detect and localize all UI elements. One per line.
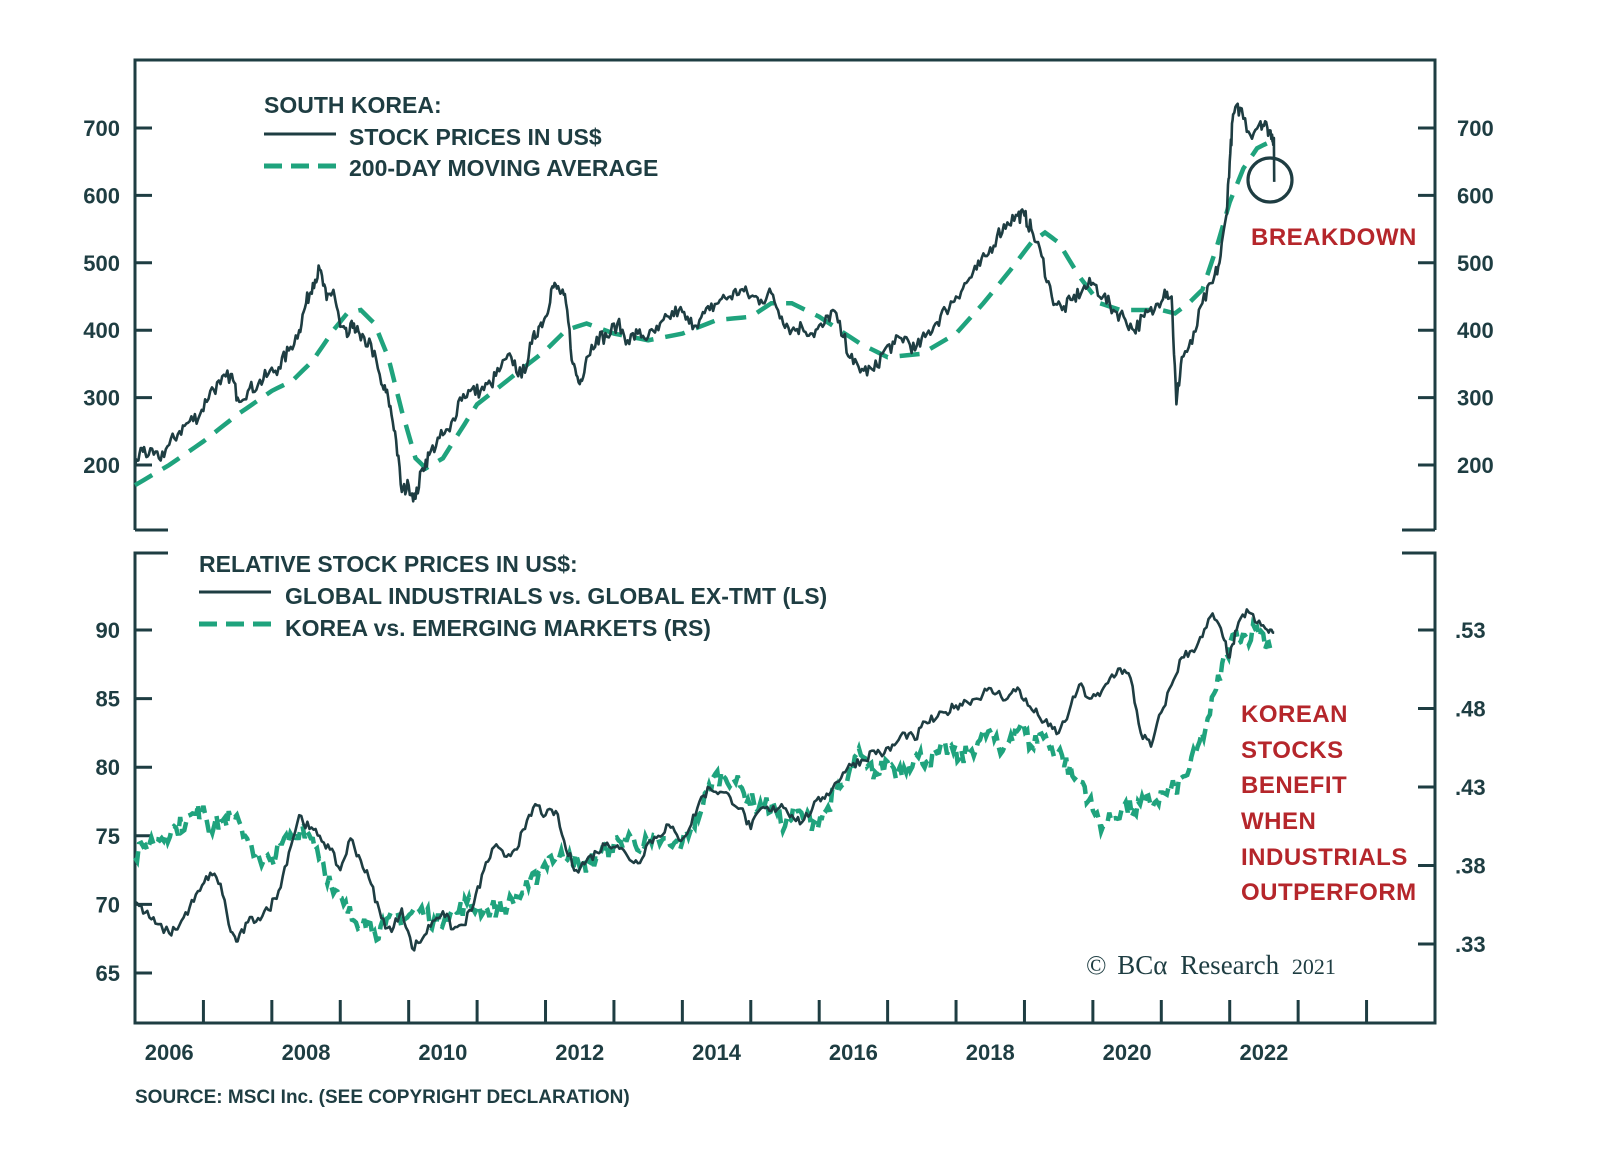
copyright-year: 2021: [1292, 954, 1336, 979]
right-y-tick-label: .53: [1455, 618, 1486, 643]
left-y-tick-label: 65: [96, 961, 120, 986]
right-y-tick-label: 500: [1457, 251, 1494, 276]
bottom-panel-frame: [133, 551, 1437, 1025]
bottom-left-y-axis: 65 70 75 80 85 90: [96, 618, 152, 986]
y-tick-label: 300: [83, 386, 120, 411]
source-note: SOURCE: MSCI Inc. (SEE COPYRIGHT DECLARA…: [135, 1087, 630, 1108]
x-tick-label: 2008: [282, 1040, 331, 1065]
top-right-y-axis: 200 300 400 500 600 700: [1418, 116, 1494, 478]
breakdown-circle-marker: [1246, 156, 1294, 204]
series-industrials-line: [134, 608, 1275, 952]
bottom-legend-title: RELATIVE STOCK PRICES IN US$:: [199, 551, 578, 577]
annotation-line: WHEN: [1241, 808, 1316, 835]
x-tick-label: 2022: [1239, 1040, 1288, 1065]
x-tick-label: 2016: [829, 1040, 878, 1065]
right-y-tick-label: .38: [1455, 854, 1486, 879]
y-tick-label: 600: [83, 183, 120, 208]
right-y-tick-label: 300: [1457, 386, 1494, 411]
right-y-tick-label: .48: [1455, 697, 1486, 722]
korean-stocks-annotation: KOREAN STOCKS BENEFIT WHEN INDUSTRIALS O…: [1241, 701, 1417, 906]
top-left-y-axis: 200 300 400 500 600 700: [83, 116, 152, 478]
bottom-series-group: [133, 608, 1277, 952]
left-y-tick-label: 75: [96, 824, 120, 849]
y-tick-label: 200: [83, 453, 120, 478]
series-stock-prices-line: [133, 102, 1276, 503]
y-tick-label: 700: [83, 116, 120, 141]
top-legend-item-stock-prices: STOCK PRICES IN US$: [349, 124, 602, 150]
left-y-tick-label: 85: [96, 687, 120, 712]
right-y-tick-label: 200: [1457, 453, 1494, 478]
y-tick-label: 400: [83, 318, 120, 343]
bottom-legend-item-korea-em: KOREA vs. EMERGING MARKETS (RS): [285, 615, 711, 641]
right-y-tick-label: 400: [1457, 318, 1494, 343]
x-tick-label: 2010: [418, 1040, 467, 1065]
annotation-line: KOREAN: [1241, 701, 1348, 728]
top-legend-item-moving-average: 200-DAY MOVING AVERAGE: [349, 155, 658, 181]
x-tick-label: 2020: [1103, 1040, 1152, 1065]
x-axis: 2006 2008 2010 2012 2014 2016 2018 2020 2022: [145, 1000, 1369, 1065]
breakdown-annotation: BREAKDOWN: [1251, 224, 1417, 251]
left-y-tick-label: 70: [96, 892, 120, 917]
right-y-tick-label: 600: [1457, 183, 1494, 208]
series-korea-vs-em-line: [133, 616, 1277, 944]
copyright-word: Research: [1180, 950, 1279, 980]
left-y-tick-label: 80: [96, 755, 120, 780]
x-tick-label: 2014: [692, 1040, 742, 1065]
x-tick-label: 2018: [966, 1040, 1015, 1065]
copyright-notice: © BCα Research 2021: [1086, 950, 1336, 980]
x-tick-label: 2012: [555, 1040, 604, 1065]
right-y-tick-label: .43: [1455, 775, 1486, 800]
bottom-right-y-axis: .33 .38 .43 .48 .53: [1418, 618, 1486, 957]
left-y-tick-label: 90: [96, 618, 120, 643]
annotation-line: OUTPERFORM: [1241, 879, 1417, 906]
copyright-symbol: ©: [1086, 950, 1107, 980]
top-series-group: [133, 102, 1276, 503]
x-tick-label: 2006: [145, 1040, 194, 1065]
right-y-tick-label: .33: [1455, 932, 1486, 957]
bottom-panel: 65 70 75 80 85 90 .33 .38 .43 .48 .53 2006 2008 201…: [96, 551, 1486, 1065]
y-tick-label: 500: [83, 251, 120, 276]
annotation-line: BENEFIT: [1241, 772, 1347, 799]
top-legend-title: SOUTH KOREA:: [264, 92, 442, 118]
annotation-line: STOCKS: [1241, 737, 1344, 764]
annotation-line: INDUSTRIALS: [1241, 844, 1408, 871]
bottom-legend-item-industrials: GLOBAL INDUSTRIALS vs. GLOBAL EX-TMT (LS…: [285, 583, 827, 609]
copyright-brand: BCα: [1117, 950, 1167, 980]
top-panel-frame: [133, 58, 1437, 530]
right-y-tick-label: 700: [1457, 116, 1494, 141]
top-panel: 200 300 400 500 600 700 200 300 400 500 600 700 SO…: [83, 58, 1494, 532]
